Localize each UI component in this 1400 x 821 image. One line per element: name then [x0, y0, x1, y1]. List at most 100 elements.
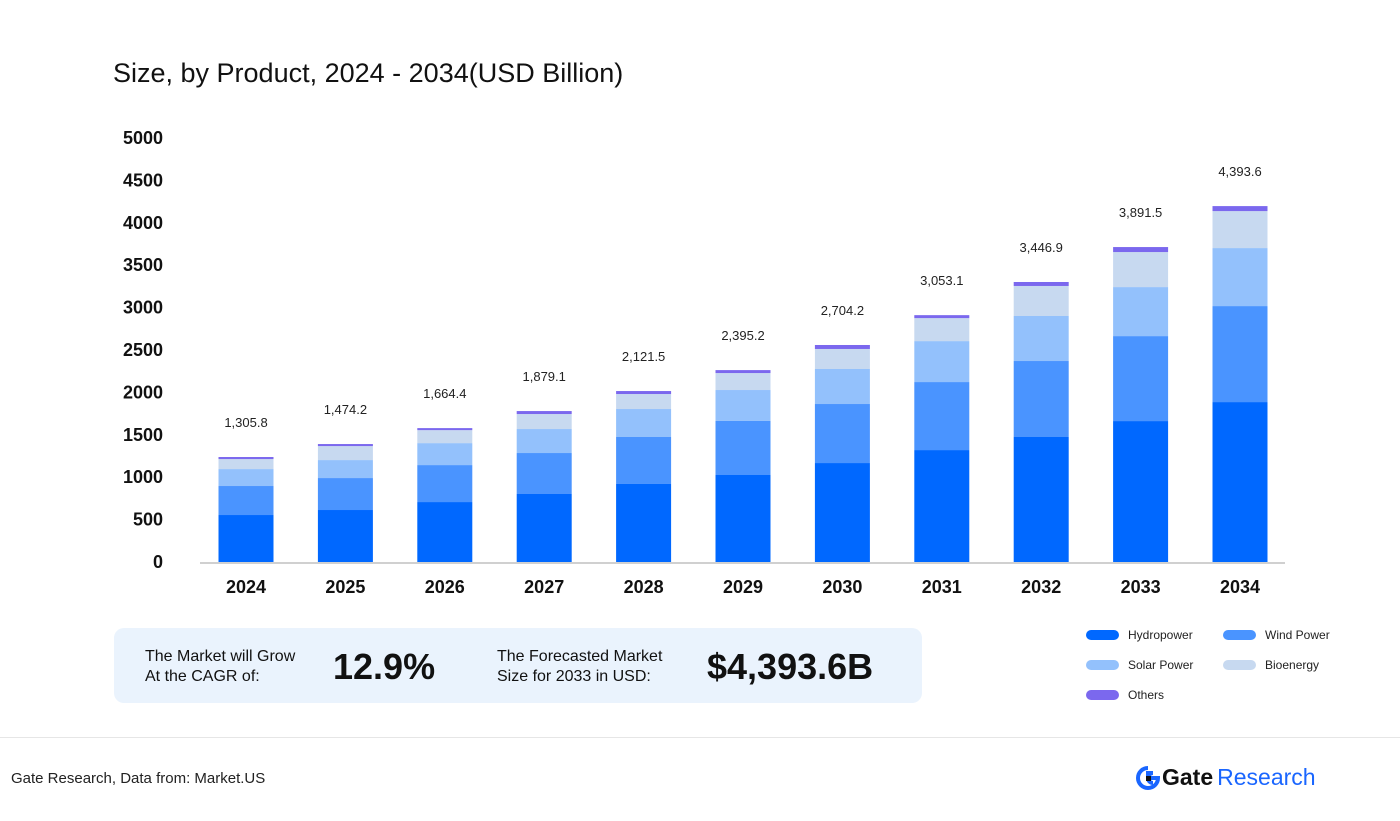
total-label: 3,053.1 — [920, 273, 963, 288]
total-label: 4,393.6 — [1218, 164, 1261, 179]
legend-item-others: Others — [1086, 688, 1164, 702]
bar-segment-wind-power — [417, 465, 473, 503]
legend-label: Bioenergy — [1265, 658, 1320, 672]
legend-swatch — [1086, 630, 1119, 640]
cagr-value: 12.9% — [333, 646, 436, 687]
forecast-label-line1: The Forecasted Market — [497, 648, 663, 665]
bar-segment-solar-power — [317, 460, 373, 479]
bar-segment-hydropower — [914, 450, 970, 562]
y-tick-label: 4500 — [123, 170, 163, 190]
legend-label: Solar Power — [1128, 658, 1194, 672]
logo-research-text: Research — [1217, 764, 1316, 790]
bar-segment-hydropower — [1113, 421, 1169, 562]
bar-segment-bioenergy — [1013, 285, 1069, 316]
y-tick-label: 1000 — [123, 467, 163, 487]
total-label: 2,704.2 — [821, 303, 864, 318]
forecast-value: $4,393.6B — [707, 646, 874, 687]
total-label: 1,879.1 — [523, 369, 566, 384]
x-tick-label: 2028 — [624, 577, 664, 597]
bar-segment-solar-power — [914, 341, 970, 383]
bar-segment-wind-power — [616, 437, 672, 484]
bar-segment-bioenergy — [317, 446, 373, 461]
bar-segment-bioenergy — [417, 430, 473, 444]
x-tick-label: 2031 — [922, 577, 962, 597]
logo-gate-text: Gate — [1162, 764, 1214, 790]
bar-segment-wind-power — [1113, 336, 1169, 422]
bar-segment-solar-power — [1113, 287, 1169, 337]
y-tick-label: 3500 — [123, 255, 163, 275]
y-tick-label: 5000 — [123, 128, 163, 148]
bar-segment-hydropower — [1212, 402, 1268, 562]
bar-segment-others — [715, 370, 771, 374]
stacked-bar-chart: 0 500 1000 1500 2000 2500 3000 3500 4000 4500 5000… — [123, 128, 1285, 597]
bar-segment-bioenergy — [814, 348, 870, 369]
legend-label: Wind Power — [1265, 628, 1330, 642]
y-tick-label: 0 — [153, 552, 163, 572]
total-label: 2,395.2 — [721, 328, 764, 343]
bar-segment-wind-power — [317, 478, 373, 511]
bar-segment-bioenergy — [1113, 252, 1169, 288]
legend-item-bioenergy: Bioenergy — [1223, 658, 1319, 672]
bar-segment-hydropower — [417, 502, 473, 562]
bar-segment-others — [1113, 247, 1169, 253]
bar-segment-solar-power — [218, 469, 274, 487]
bar-segment-others — [417, 428, 473, 431]
bar-segment-hydropower — [317, 510, 373, 562]
bar-segment-wind-power — [516, 453, 572, 494]
bar-segment-solar-power — [616, 409, 672, 438]
x-tick-label: 2029 — [723, 577, 763, 597]
y-tick-label: 4000 — [123, 213, 163, 233]
legend-item-hydropower: Hydropower — [1086, 628, 1193, 642]
bar-segment-hydropower — [616, 483, 672, 562]
bar-segment-others — [317, 444, 373, 447]
legend-label: Others — [1128, 688, 1165, 702]
legend-swatch — [1086, 690, 1119, 700]
chart-title: Size, by Product, 2024 - 2034(USD Billio… — [113, 58, 624, 88]
cagr-label-line2: At the CAGR of: — [145, 668, 260, 685]
bar-segment-others — [218, 457, 274, 460]
bar-segment-others — [516, 411, 572, 415]
bar-segment-hydropower — [516, 493, 572, 562]
y-tick-label: 2000 — [123, 382, 163, 402]
stats-panel: The Market will Grow At the CAGR of: 12.… — [114, 628, 922, 703]
gate-research-logo: Gate Research — [1136, 764, 1316, 791]
y-tick-label: 3000 — [123, 298, 163, 318]
bar-segment-solar-power — [715, 390, 771, 421]
bar-segment-solar-power — [417, 443, 473, 466]
legend-label: Hydropower — [1128, 628, 1193, 642]
x-tick-label: 2024 — [226, 577, 266, 597]
x-tick-label: 2027 — [524, 577, 564, 597]
bar-segment-wind-power — [1013, 361, 1069, 438]
bar-segment-bioenergy — [616, 394, 672, 410]
total-label: 1,474.2 — [324, 402, 367, 417]
bar-segment-wind-power — [715, 420, 771, 475]
forecast-label-line2: Size for 2033 in USD: — [497, 668, 651, 685]
bar-segment-others — [616, 391, 672, 395]
bar-segment-solar-power — [814, 368, 870, 405]
total-label: 3,446.9 — [1020, 240, 1063, 255]
bar-segment-solar-power — [1212, 248, 1268, 307]
y-tick-label: 1500 — [123, 425, 163, 445]
bar-segment-bioenergy — [218, 459, 274, 470]
bar-segment-hydropower — [1013, 437, 1069, 562]
y-tick-label: 2500 — [123, 340, 163, 360]
bar-segment-hydropower — [218, 515, 274, 562]
x-tick-label: 2030 — [822, 577, 862, 597]
bar-segment-wind-power — [1212, 306, 1268, 403]
legend-swatch — [1223, 660, 1256, 670]
total-label: 1,664.4 — [423, 386, 466, 401]
bar-segment-hydropower — [715, 474, 771, 562]
x-tick-label: 2025 — [325, 577, 365, 597]
x-tick-label: 2026 — [425, 577, 465, 597]
x-tick-label: 2032 — [1021, 577, 1061, 597]
footer-divider — [0, 737, 1400, 738]
cagr-label-line1: The Market will Grow — [145, 648, 296, 665]
bar-segment-solar-power — [1013, 315, 1069, 362]
bar-segment-others — [1013, 281, 1069, 286]
legend-swatch — [1223, 630, 1256, 640]
bar-segment-others — [1212, 206, 1268, 212]
x-tick-label: 2033 — [1121, 577, 1161, 597]
legend-swatch — [1086, 660, 1119, 670]
bar-segment-hydropower — [814, 463, 870, 562]
bar-segment-wind-power — [914, 382, 970, 451]
